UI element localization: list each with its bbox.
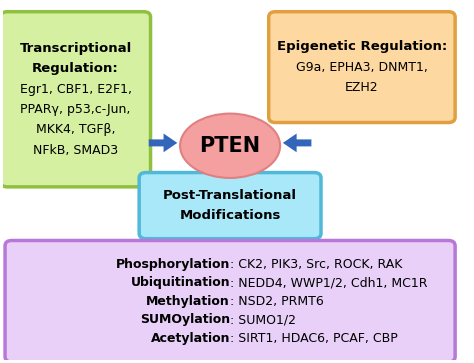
Text: SUMOylation: SUMOylation (140, 313, 230, 326)
Text: : SIRT1, HDAC6, PCAF, CBP: : SIRT1, HDAC6, PCAF, CBP (230, 332, 398, 345)
Text: : NEDD4, WWP1/2, Cdh1, MC1R: : NEDD4, WWP1/2, Cdh1, MC1R (230, 276, 428, 289)
Text: Phosphorylation: Phosphorylation (116, 258, 230, 270)
Text: Acetylation: Acetylation (151, 332, 230, 345)
Text: PTEN: PTEN (200, 136, 261, 156)
Text: : NSD2, PRMT6: : NSD2, PRMT6 (230, 295, 324, 308)
Text: Regulation:: Regulation: (32, 62, 119, 75)
Text: : SUMO1/2: : SUMO1/2 (230, 313, 296, 326)
Text: EZH2: EZH2 (345, 81, 379, 94)
FancyBboxPatch shape (0, 12, 151, 187)
Text: Ubiquitination: Ubiquitination (130, 276, 230, 289)
Text: Egr1, CBF1, E2F1,: Egr1, CBF1, E2F1, (19, 83, 131, 95)
Ellipse shape (180, 114, 280, 178)
FancyBboxPatch shape (5, 240, 455, 362)
Text: PPARγ, p53,c-Jun,: PPARγ, p53,c-Jun, (20, 103, 131, 116)
Text: MKK4, TGFβ,: MKK4, TGFβ, (36, 123, 115, 136)
FancyBboxPatch shape (269, 12, 455, 123)
Text: Epigenetic Regulation:: Epigenetic Regulation: (277, 40, 447, 53)
Text: G9a, EPHA3, DNMT1,: G9a, EPHA3, DNMT1, (296, 61, 428, 74)
Text: Post-Translational: Post-Translational (163, 189, 297, 202)
Text: NFkB, SMAD3: NFkB, SMAD3 (33, 144, 118, 157)
Text: : CK2, PIK3, Src, ROCK, RAK: : CK2, PIK3, Src, ROCK, RAK (230, 258, 402, 270)
Text: Modifications: Modifications (179, 209, 281, 222)
FancyBboxPatch shape (139, 172, 321, 239)
Text: Transcriptional: Transcriptional (19, 42, 132, 55)
Text: Methylation: Methylation (146, 295, 230, 308)
